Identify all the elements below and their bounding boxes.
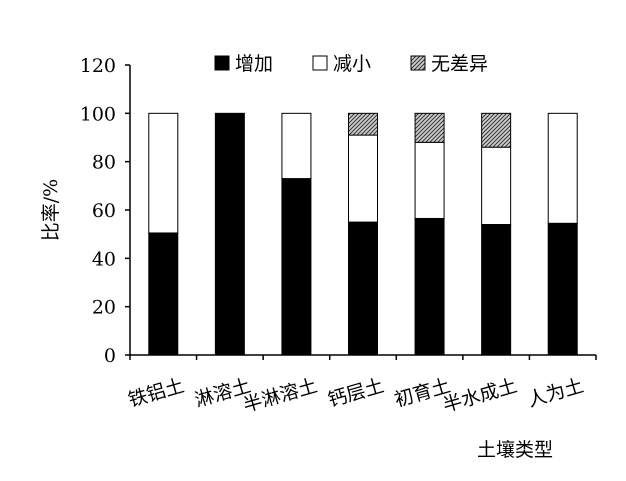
- category-label: 钙层土: [326, 375, 387, 412]
- bar-segment: [481, 224, 512, 356]
- bar-segment: [148, 232, 179, 356]
- bar-segment: [414, 112, 445, 143]
- y-tick-label: 120: [80, 55, 116, 77]
- category-label: 半水成土: [440, 375, 519, 417]
- y-tick-label: 100: [80, 103, 116, 125]
- bars: [148, 112, 578, 356]
- legend-swatch: [214, 55, 230, 71]
- category-label: 人为土: [525, 375, 586, 412]
- legend-swatch: [410, 55, 426, 71]
- bar-segment: [348, 134, 378, 223]
- bar-segment: [547, 112, 578, 224]
- bar-segment: [148, 112, 179, 234]
- bar-segment: [281, 178, 312, 356]
- bar-segment: [481, 146, 512, 226]
- legend-label: 增加: [235, 53, 273, 75]
- axes: 0 20 40 60 80 100 120: [80, 55, 597, 367]
- legend-swatch: [312, 55, 328, 71]
- bar-segment: [348, 112, 378, 136]
- y-axis-title: 比率/%: [40, 179, 62, 241]
- y-tick-label: 80: [92, 152, 116, 174]
- legend-label: 无差异: [431, 53, 488, 75]
- y-tick-label: 60: [92, 200, 116, 222]
- y-tick-label: 40: [92, 248, 116, 270]
- y-tick-label: 0: [104, 345, 116, 367]
- bar-segment: [481, 112, 512, 148]
- bar-segment: [281, 112, 312, 180]
- legend: 增加 减小 无差异: [214, 53, 488, 75]
- category-label: 铁铝土: [126, 375, 187, 412]
- bar-segment: [414, 141, 445, 219]
- category-label: 半淋溶土: [241, 375, 320, 417]
- bar-segment: [214, 112, 245, 356]
- legend-label: 减小: [333, 53, 371, 75]
- bar-segment: [547, 222, 578, 356]
- bar-segment: [414, 217, 445, 356]
- bar-segment: [348, 221, 378, 356]
- x-axis-title: 土壤类型: [477, 439, 553, 461]
- y-tick-label: 20: [92, 297, 116, 319]
